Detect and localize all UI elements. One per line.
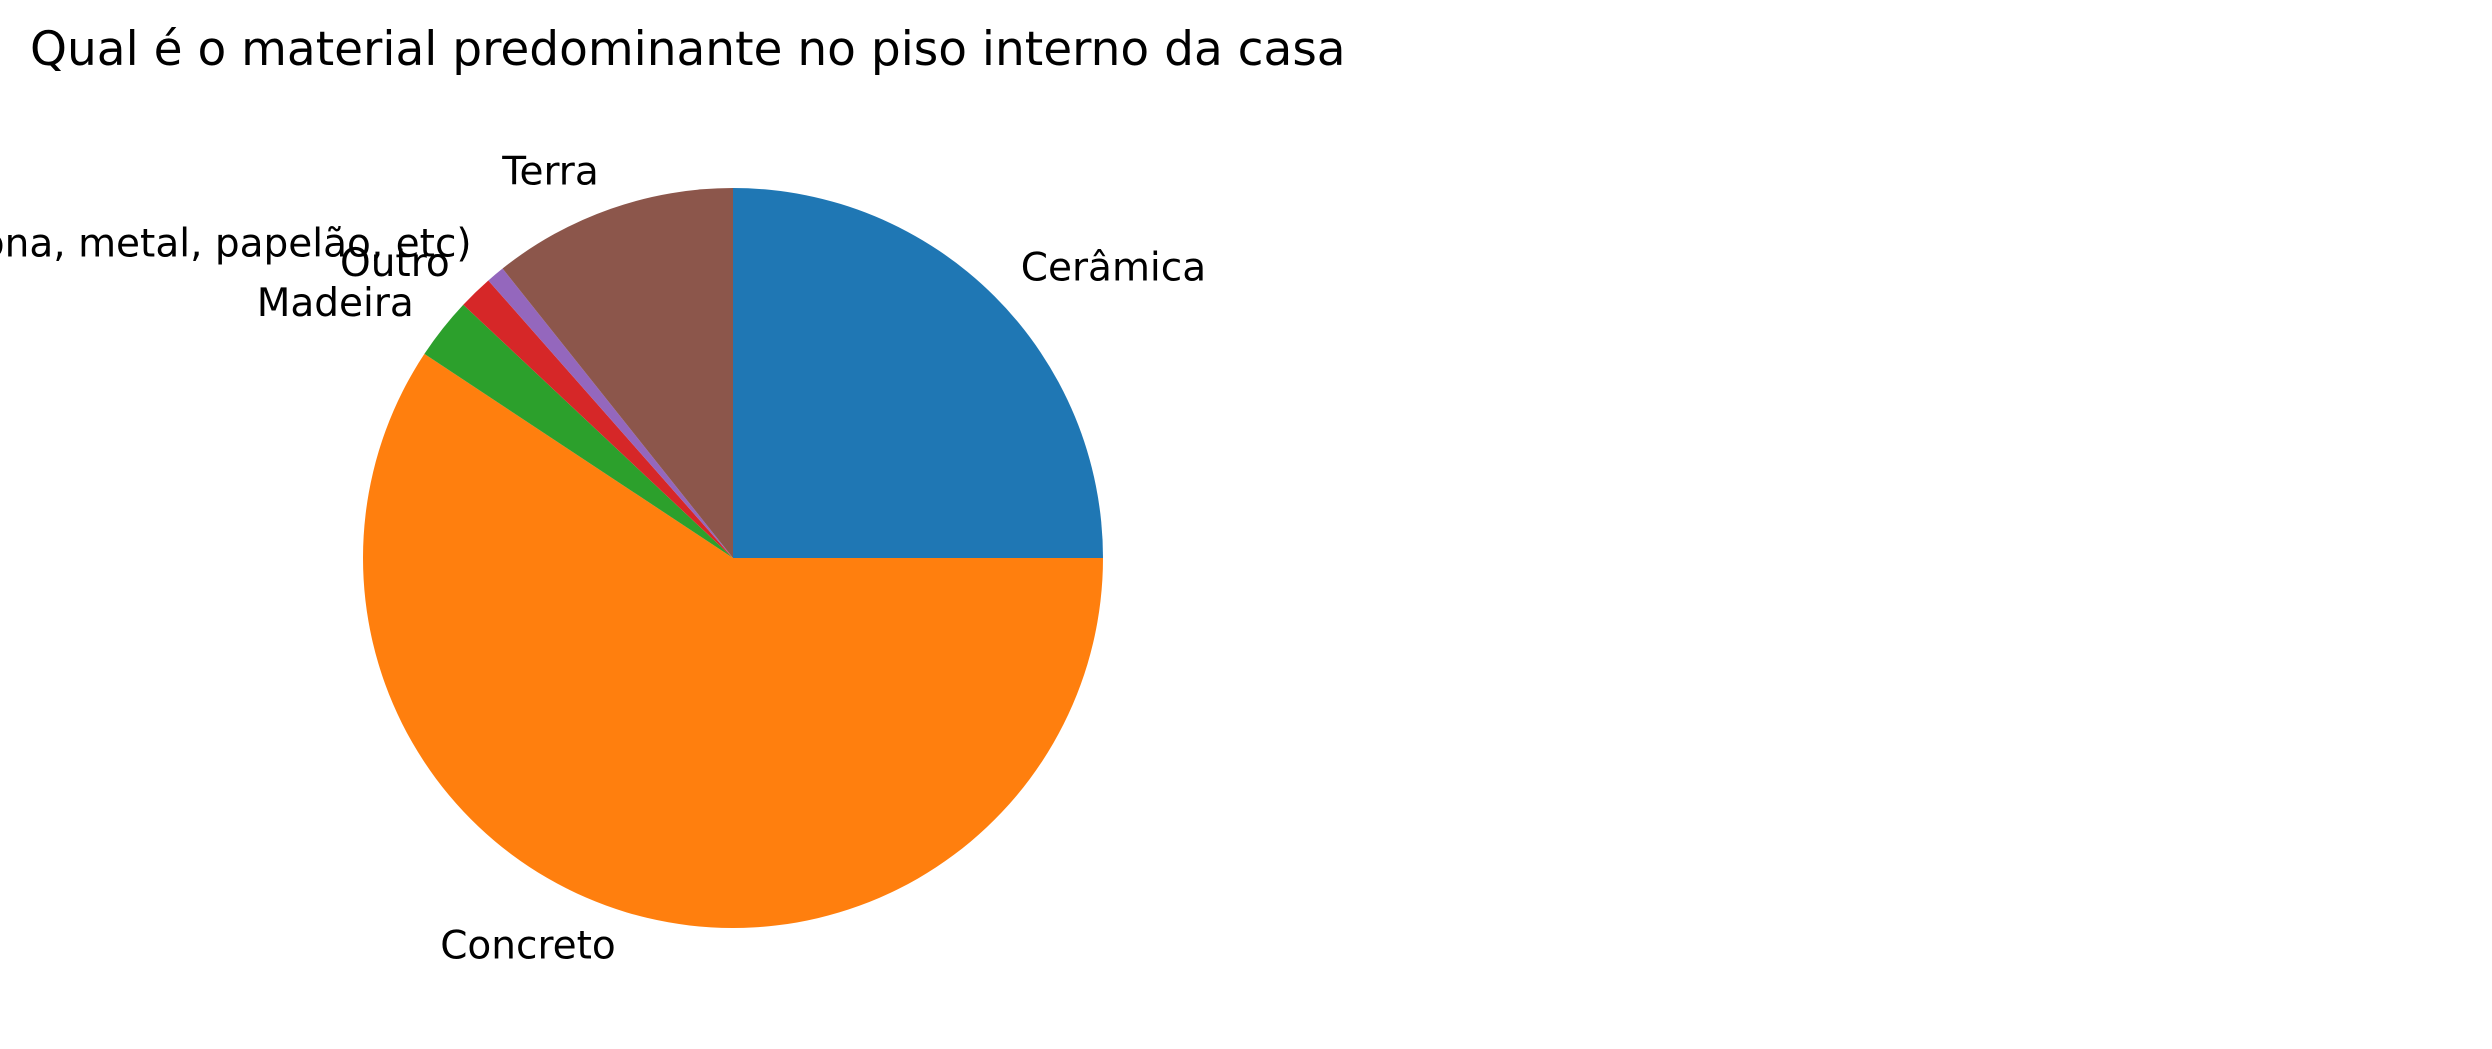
pie-slice — [488, 268, 733, 558]
pie-slices — [363, 188, 1103, 929]
pie-slice — [502, 188, 733, 558]
slice-label: Concreto — [440, 923, 616, 968]
pie-slice — [463, 280, 733, 558]
slice-label: Madeira — [257, 281, 414, 326]
pie-slice — [363, 353, 1103, 929]
chart-title: Qual é o material predominante no piso i… — [30, 22, 1346, 77]
slice-label: Sucata sobre a terra (retalhos de plásti… — [0, 222, 472, 267]
pie-slice — [424, 304, 733, 558]
slice-label: Cerâmica — [1021, 246, 1206, 291]
pie-slice — [733, 188, 1103, 558]
pie-labels: Cerâmica Concreto MadeiraOutroSucata sobre… — [0, 149, 1206, 968]
slice-label: Terra — [501, 149, 598, 194]
slice-label: Outro — [340, 241, 450, 286]
